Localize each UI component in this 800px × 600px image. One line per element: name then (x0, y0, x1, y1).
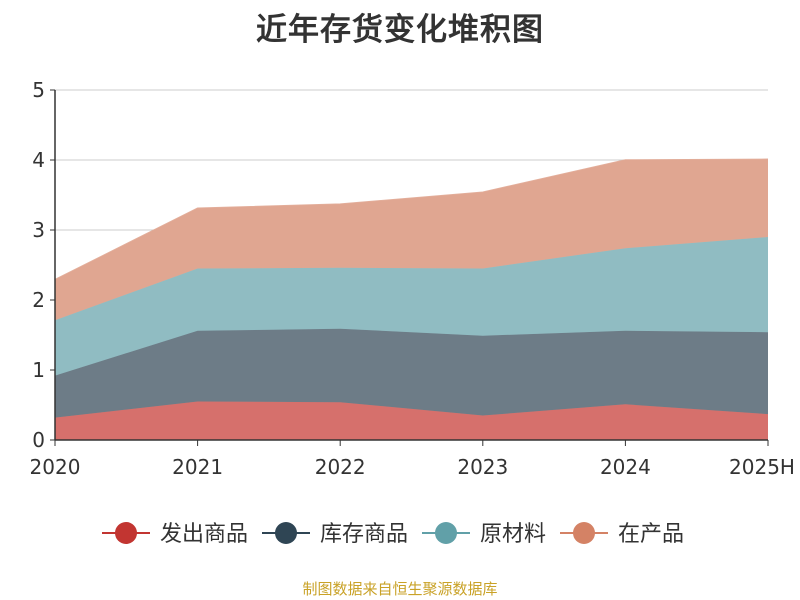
source-note: 制图数据来自恒生聚源数据库 (302, 580, 498, 598)
y-tick-label: 5 (32, 78, 45, 102)
legend-item-1[interactable]: 库存商品 (262, 522, 408, 547)
y-tick-label: 4 (32, 148, 45, 172)
series-area-2 (55, 237, 768, 376)
legend-item-3[interactable]: 在产品 (560, 522, 684, 547)
legend-marker (435, 522, 457, 544)
legend-label: 原材料 (480, 522, 546, 547)
axis-layer: 0 1 2 3 4 5 2020 2021 2022 2023 2024 2025H (30, 78, 795, 479)
series-area-1 (55, 328, 768, 418)
x-tick-label: 2020 (30, 455, 81, 479)
legend-label: 库存商品 (320, 522, 408, 547)
legend-marker (115, 522, 137, 544)
legend-marker (573, 522, 595, 544)
y-tick-label: 2 (32, 288, 45, 312)
x-tick-label: 2022 (315, 455, 366, 479)
legend-item-0[interactable]: 发出商品 (102, 522, 248, 547)
legend-marker (275, 522, 297, 544)
area-layer (54, 158, 769, 440)
y-tick-label: 3 (32, 218, 45, 242)
legend[interactable]: 发出商品 库存商品 原材料 在产品 (102, 522, 684, 547)
series-area-0 (55, 401, 768, 440)
series-area-3 (55, 159, 768, 321)
y-tick-label: 0 (32, 428, 45, 452)
legend-item-2[interactable]: 原材料 (422, 522, 546, 547)
x-tick-label: 2025H (729, 455, 795, 479)
y-tick-label: 1 (32, 358, 45, 382)
legend-label: 发出商品 (160, 522, 248, 547)
legend-label: 在产品 (618, 522, 684, 547)
series-line-3 (54, 158, 769, 281)
chart-title: 近年存货变化堆积图 (256, 12, 544, 48)
x-tick-label: 2024 (600, 455, 651, 479)
x-tick-label: 2023 (457, 455, 508, 479)
x-tick-label: 2021 (172, 455, 223, 479)
